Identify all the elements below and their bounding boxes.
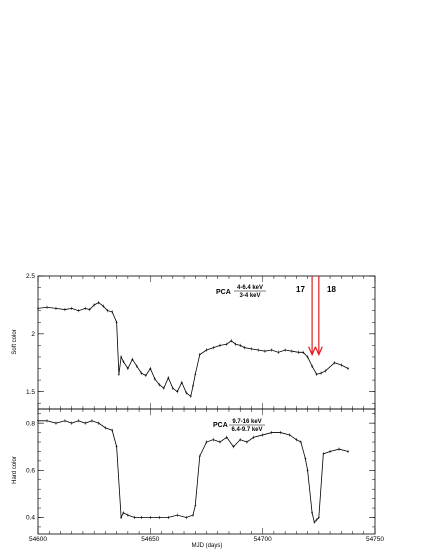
soft-ytick-label: 1.5 [26,389,35,396]
hard-annotation-prefix: PCA [213,422,228,429]
hard-annotation-denominator: 6.4-9.7 keV [231,427,262,433]
soft-color-frame [37,275,376,410]
marker-label-18: 18 [327,285,336,294]
hard-color-ticks: 0.4 0.6 0.8 54600 54650 54700 54750 [26,409,384,543]
x-tick-label: 54650 [141,536,159,543]
hard-ytick-label: 0.6 [26,468,35,475]
hard-color-axis-label: Hard color [12,456,18,484]
hard-color-series [37,419,350,524]
x-tick-label: 54600 [29,536,47,543]
hard-series-line [38,420,349,524]
x-tick-label: 54750 [366,536,384,543]
soft-annotation-denominator: 3-4 keV [239,293,260,299]
hard-color-annotation: PCA 9.7-16 keV 6.4-9.7 keV [213,419,265,433]
soft-annotation-prefix: PCA [216,289,231,296]
hard-annotation-numerator: 9.7-16 keV [232,419,261,425]
soft-color-panel: 1.5 2 2.5 Soft color PCA 4-6.4 keV 3-4 keV… [12,273,376,410]
soft-ytick-label: 2.5 [26,273,35,280]
marker-arrowhead-18 [314,346,323,357]
soft-series-line [37,302,349,397]
soft-annotation-numerator: 4-6.4 keV [237,285,263,291]
soft-ytick-label: 2 [31,331,35,338]
soft-color-series [37,301,350,398]
soft-color-axis-label: Soft color [12,329,18,354]
hard-ytick-label: 0.8 [26,420,35,427]
marker-arrows [308,276,323,357]
x-axis-label: MJD (days) [192,543,223,549]
soft-color-annotation: PCA 4-6.4 keV 3-4 keV [216,285,266,299]
x-tick-label: 54700 [254,536,272,543]
hard-ytick-label: 0.4 [26,515,35,522]
hard-color-frame [37,408,376,535]
hard-color-panel: 0.4 0.6 0.8 54600 54650 54700 54750 Hard color… [12,408,384,549]
marker-label-17: 17 [296,285,305,294]
marker-arrowhead-17 [308,346,317,357]
soft-color-ticks: 1.5 2 2.5 [26,273,376,409]
